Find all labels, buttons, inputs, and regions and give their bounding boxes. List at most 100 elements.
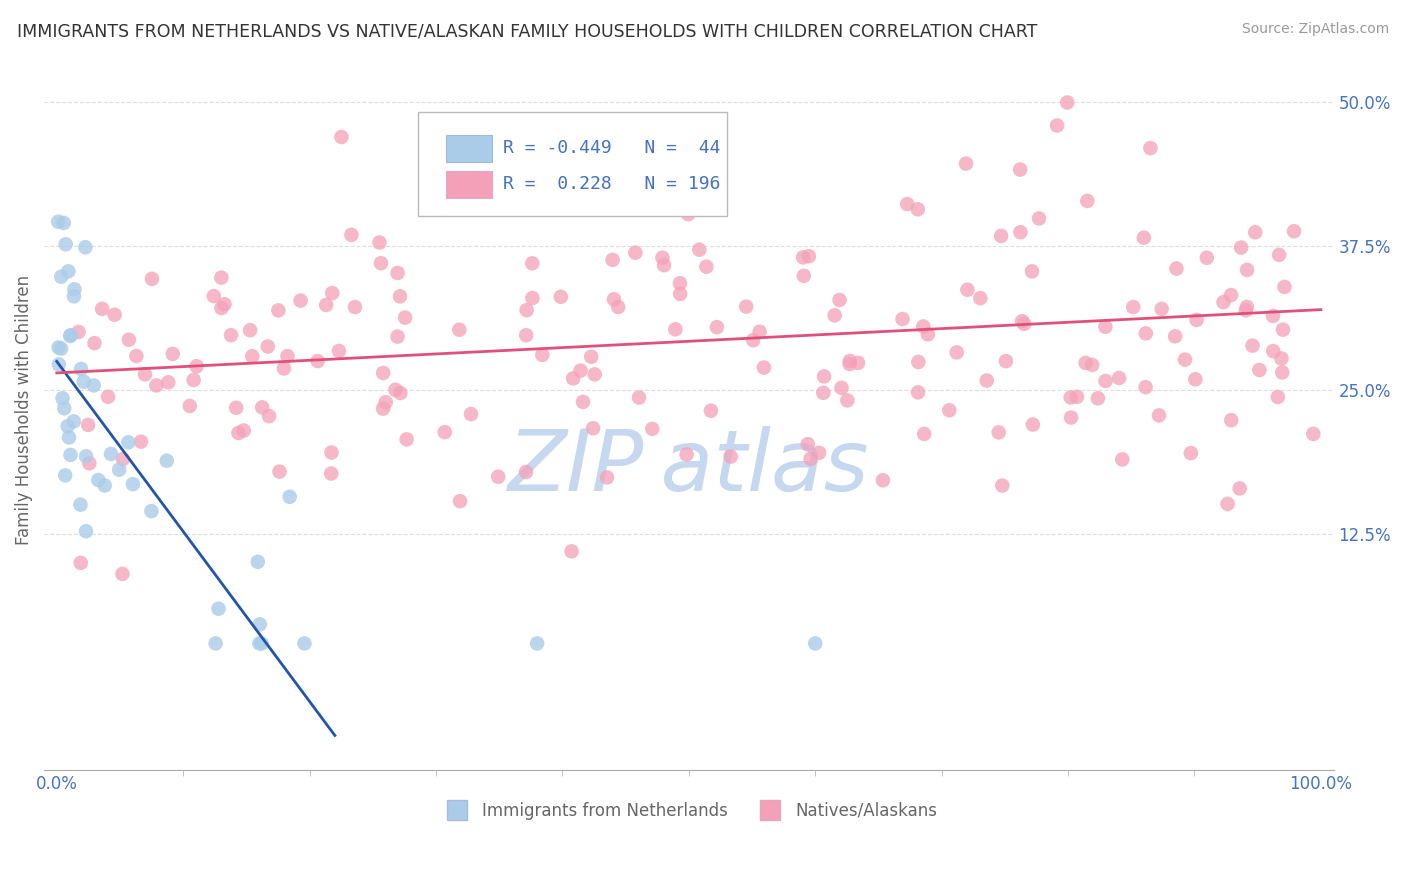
Point — [706, 320, 728, 334]
Point — [474, 190, 496, 204]
Point — [250, 401, 273, 415]
Point — [246, 555, 269, 569]
Point — [1150, 301, 1173, 316]
Point — [1267, 390, 1289, 404]
Point — [990, 228, 1012, 243]
Point — [1249, 363, 1271, 377]
Point — [374, 395, 396, 409]
FancyBboxPatch shape — [446, 135, 492, 162]
Point — [370, 256, 392, 270]
Point — [1282, 224, 1305, 238]
Point — [1081, 358, 1104, 372]
Text: Source: ZipAtlas.com: Source: ZipAtlas.com — [1241, 22, 1389, 37]
Point — [122, 477, 145, 491]
Point — [1076, 194, 1098, 208]
Point — [46, 215, 69, 229]
Point — [269, 465, 291, 479]
Point — [228, 425, 250, 440]
FancyBboxPatch shape — [446, 170, 492, 198]
Point — [669, 287, 692, 301]
Point — [219, 328, 242, 343]
Point — [108, 463, 131, 477]
Point — [48, 357, 70, 371]
Point — [449, 494, 471, 508]
Point — [183, 373, 205, 387]
Point — [700, 403, 723, 417]
Point — [1010, 225, 1032, 239]
Point — [51, 391, 73, 405]
Text: ZIP atlas: ZIP atlas — [508, 426, 869, 509]
Point — [1022, 417, 1045, 432]
Point — [257, 409, 280, 424]
Point — [838, 354, 860, 368]
Point — [945, 345, 967, 359]
Point — [87, 473, 110, 487]
Point — [1164, 329, 1187, 343]
Point — [389, 289, 412, 303]
Point — [104, 308, 127, 322]
Point — [141, 504, 163, 518]
Point — [321, 467, 343, 481]
Point — [515, 465, 537, 479]
Point — [100, 447, 122, 461]
Point — [991, 478, 1014, 492]
Point — [581, 350, 603, 364]
Point — [67, 325, 90, 339]
Point — [384, 383, 406, 397]
Point — [650, 142, 672, 156]
Point — [969, 291, 991, 305]
Point — [678, 207, 700, 221]
Point — [793, 268, 815, 283]
Point — [486, 469, 509, 483]
Point — [207, 601, 229, 615]
Point — [294, 636, 316, 650]
Point — [56, 419, 79, 434]
Point — [912, 426, 935, 441]
Point — [1302, 426, 1324, 441]
Point — [49, 342, 72, 356]
Point — [59, 329, 82, 343]
Point — [938, 403, 960, 417]
Point — [516, 303, 538, 318]
Point — [872, 473, 894, 487]
Point — [1271, 365, 1294, 379]
Point — [1244, 225, 1267, 239]
Point — [1234, 303, 1257, 318]
Point — [77, 417, 100, 432]
Text: R =  0.228   N = 196: R = 0.228 N = 196 — [503, 175, 721, 193]
Point — [1046, 119, 1069, 133]
Point — [315, 298, 337, 312]
Point — [582, 421, 605, 435]
Point — [53, 468, 76, 483]
Point — [371, 401, 394, 416]
Point — [1174, 352, 1197, 367]
Point — [569, 364, 592, 378]
Point — [1074, 356, 1097, 370]
Point — [59, 448, 82, 462]
Point — [256, 339, 278, 353]
Point — [117, 435, 139, 450]
Point — [652, 258, 675, 272]
Point — [52, 216, 75, 230]
Point — [328, 343, 350, 358]
Point — [83, 378, 105, 392]
Point — [1087, 392, 1109, 406]
Point — [62, 414, 84, 428]
Point — [1066, 390, 1088, 404]
Point — [735, 300, 758, 314]
Point — [797, 249, 820, 263]
Point — [209, 301, 232, 315]
Point — [1236, 300, 1258, 314]
Point — [134, 368, 156, 382]
Point — [1094, 319, 1116, 334]
Point — [55, 237, 77, 252]
Point — [75, 240, 97, 254]
Point — [596, 470, 619, 484]
Point — [273, 361, 295, 376]
Point — [664, 322, 686, 336]
Point — [1220, 288, 1243, 302]
Point — [1135, 380, 1157, 394]
Point — [186, 359, 208, 374]
Point — [1195, 251, 1218, 265]
Point — [63, 282, 86, 296]
